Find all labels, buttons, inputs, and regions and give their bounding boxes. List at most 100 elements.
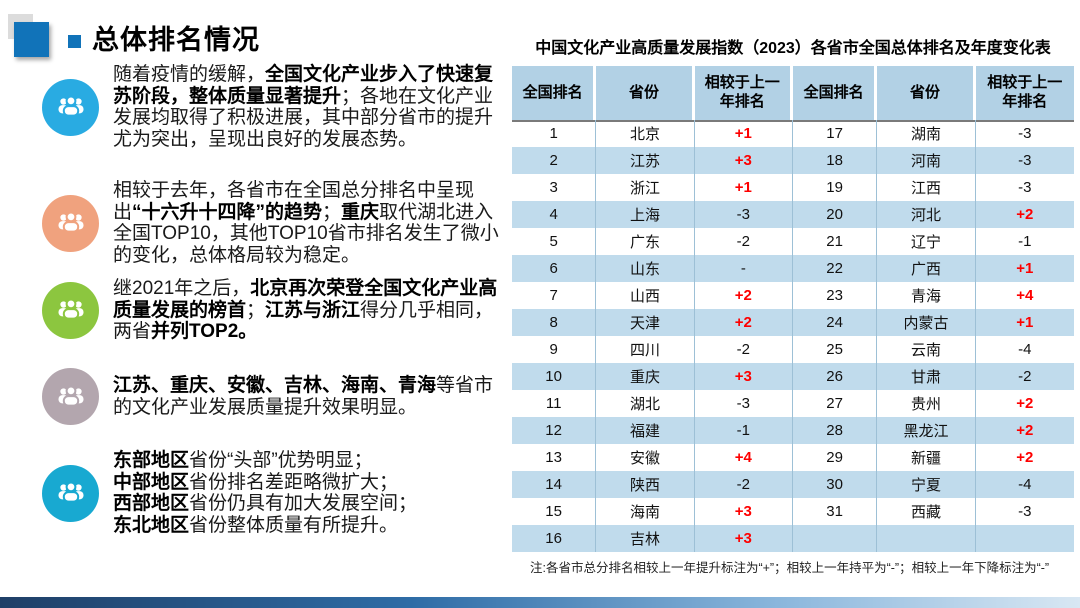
column-header: 省份 <box>877 66 976 120</box>
province-cell: 宁夏 <box>877 471 976 498</box>
change-cell: -2 <box>694 471 793 498</box>
rank-cell: 27 <box>793 390 878 417</box>
page-title: 总体排名情况 <box>92 25 260 55</box>
bullet-text-emphasis: 东部地区 <box>113 450 190 471</box>
change-cell: +1 <box>975 255 1074 282</box>
column-header: 全国排名 <box>792 66 878 120</box>
change-cell: - <box>694 255 793 282</box>
change-cell: -3 <box>695 390 793 417</box>
change-cell: -4 <box>975 471 1074 498</box>
column-header-label: 全国排名 <box>522 83 583 101</box>
province-cell: 北京 <box>596 120 695 147</box>
rank-cell: 11 <box>512 390 597 417</box>
column-header: 相较于上一年排名 <box>975 66 1074 120</box>
province-cell: 青海 <box>877 282 976 309</box>
province-cell: 湖南 <box>877 120 976 147</box>
bullet-text: 随着疫情的缓解，全国文化产业步入了快速复苏阶段，整体质量显著提升；各地在文化产业… <box>113 64 505 150</box>
rank-cell: 25 <box>793 336 878 363</box>
province-cell: 陕西 <box>596 471 695 498</box>
table-row: 15 海南 +3 31 西藏 -3 <box>512 498 1074 525</box>
change-cell <box>975 525 1074 552</box>
province-cell: 上海 <box>596 201 695 228</box>
change-cell: +3 <box>695 498 793 525</box>
rank-cell: 21 <box>793 228 878 255</box>
rank-cell: 24 <box>792 309 878 336</box>
province-cell: 河南 <box>877 147 976 174</box>
rank-cell: 28 <box>792 417 878 444</box>
change-cell: -3 <box>694 201 793 228</box>
bullet-item: 东部地区省份“头部”优势明显； 中部地区省份排名差距略微扩大； 西部地区省份仍具有加… <box>42 450 512 536</box>
column-header-label: 全国排名 <box>803 83 864 101</box>
change-cell: -2 <box>695 228 793 255</box>
table-row: 7 山西 +2 23 青海 +4 <box>512 282 1074 309</box>
province-cell: 吉林 <box>596 525 695 552</box>
bullet-text-emphasis: 北京再次荣登全国文化产业高质量发展的榜首 <box>113 278 498 321</box>
bullet-text-emphasis: 重庆 <box>341 201 380 223</box>
province-cell: 重庆 <box>596 363 695 390</box>
rank-cell: 17 <box>793 120 878 147</box>
province-cell: 安徽 <box>596 444 695 471</box>
people-group-icon <box>42 368 99 425</box>
province-cell: 辽宁 <box>877 228 976 255</box>
province-cell: 江西 <box>877 174 976 201</box>
bullet-text-emphasis: 东北地区 <box>113 514 190 536</box>
bullet-item: 继2021年之后，北京再次荣登全国文化产业高质量发展的榜首；江苏与浙江得分几乎相… <box>42 278 512 343</box>
bullet-text-emphasis: 全国文化产业步入了快速复苏阶段，整体质量显著提升 <box>113 64 494 107</box>
change-cell: +3 <box>694 147 793 174</box>
province-cell: 湖北 <box>596 390 695 417</box>
rank-cell: 26 <box>792 363 878 390</box>
table-header-row: 全国排名 省份 相较于上一年排名 全国排名 省份 相较于上一年排名 <box>512 66 1074 120</box>
table-row: 12 福建 -1 28 黑龙江 +2 <box>512 417 1074 444</box>
ranking-table-panel: 中国文化产业高质量发展指数（2023）各省市全国总体排名及年度变化表 全国排名 省… <box>512 34 1074 576</box>
change-cell: +2 <box>694 309 793 336</box>
table-row: 14 陕西 -2 30 宁夏 -4 <box>512 471 1074 498</box>
table-row: 6 山东 -22 广西 +1 <box>512 255 1074 282</box>
change-cell: -2 <box>975 363 1074 390</box>
table-row: 16 吉林 +3 <box>512 525 1074 552</box>
rank-cell: 14 <box>512 471 597 498</box>
bottom-gradient-bar <box>0 597 1080 608</box>
province-cell: 天津 <box>596 309 695 336</box>
bullet-text-emphasis: 西部地区 <box>113 493 190 514</box>
table-row: 10 重庆 +3 26 甘肃 -2 <box>512 363 1074 390</box>
change-cell: +2 <box>1016 449 1034 466</box>
people-group-icon <box>42 78 99 136</box>
table-row: 1 北京 +1 17 湖南 -3 <box>512 120 1074 147</box>
rank-cell: 6 <box>512 255 597 282</box>
bullet-text: 江苏、重庆、安徽、吉林、海南、青海等省市的文化产业发展质量提升效果明显。 <box>113 375 505 418</box>
province-cell: 西藏 <box>877 498 976 525</box>
rank-cell: 15 <box>512 498 597 525</box>
province-cell: 广东 <box>596 228 695 255</box>
rank-cell: 8 <box>512 309 597 336</box>
table-row: 3 浙江 +1 19 江西 -3 <box>512 174 1074 201</box>
province-cell: 甘肃 <box>877 363 976 390</box>
bullet-text-segment: 省份仍具有加大发展空间； <box>189 493 418 514</box>
rank-cell: 22 <box>792 255 878 282</box>
bullet-text-segment: 随着疫情的缓解， <box>113 64 266 85</box>
rank-cell: 29 <box>793 444 878 471</box>
change-cell: +3 <box>694 363 793 390</box>
bullet-text: 相较于去年，各省市在全国总分排名中呈现出“十六升十四降”的趋势；重庆取代湖北进入… <box>113 180 505 266</box>
column-header-label: 相较于上一年排名 <box>987 74 1063 110</box>
table-row: 8 天津 +2 24 内蒙古 +1 <box>512 309 1074 336</box>
province-cell: 四川 <box>596 336 695 363</box>
change-cell: -1 <box>1018 233 1032 250</box>
province-cell: 浙江 <box>596 174 695 201</box>
change-cell: +4 <box>695 444 793 471</box>
province-cell: 内蒙古 <box>877 309 976 336</box>
table-row: 13 安徽 +4 29 新疆 +2 <box>512 444 1074 471</box>
bullet-text-segment: 省份“头部”优势明显； <box>189 450 373 471</box>
slide-header: 总体排名情况 <box>4 12 484 72</box>
rank-cell: 10 <box>512 363 597 390</box>
change-cell: +2 <box>695 282 793 309</box>
table-row: 9 四川 -2 25 云南 -4 <box>512 336 1074 363</box>
table-row: 5 广东 -2 21 辽宁 -1 <box>512 228 1074 255</box>
bullet-text-segment: ； <box>246 299 266 321</box>
bullet-text-segment: ；各地在文化产业发展均取得了积极进展，其中部分省市的提升尤为突出，呈现出良好的发… <box>113 85 494 150</box>
province-cell: 河北 <box>877 201 976 228</box>
bullet-item: 相较于去年，各省市在全国总分排名中呈现出“十六升十四降”的趋势；重庆取代湖北进入… <box>42 180 512 266</box>
column-header-label: 相较于上一年排名 <box>704 74 780 110</box>
change-cell: +2 <box>1016 395 1034 412</box>
change-cell: +1 <box>695 120 793 147</box>
